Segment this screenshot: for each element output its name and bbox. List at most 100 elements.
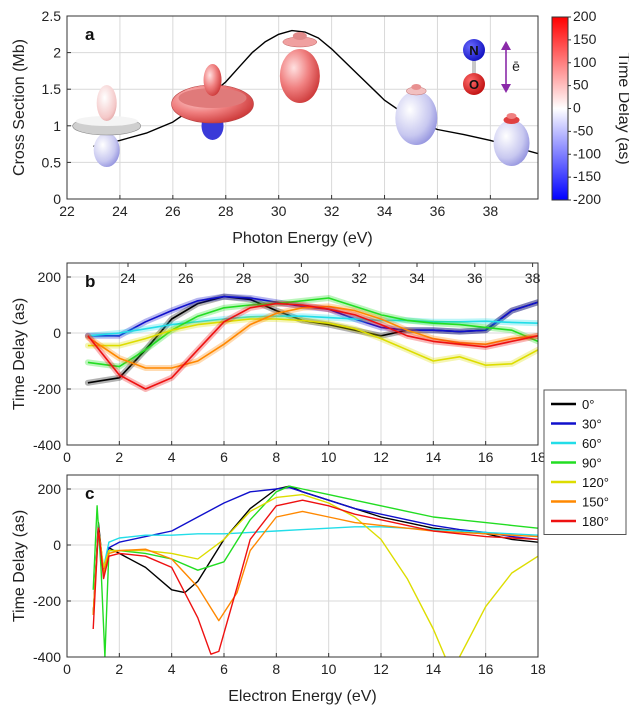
arrow-head-down [501,84,511,93]
series-line-90deg [87,297,538,368]
colorbar-tick-label: 150 [573,31,597,47]
shape-ring-top [178,88,247,108]
legend: 0° 30° 60° 90° 120° 150° 180° [543,389,627,535]
shape-lobe-top [203,64,222,96]
top-tick-label: 34 [409,270,425,286]
x-tick-label: 4 [168,449,176,465]
panel-label: a [85,25,95,44]
shape-cap [292,32,307,40]
x-tick-label: 36 [430,203,446,219]
y-tick-label: 1 [53,118,61,134]
x-tick-label: 22 [59,203,75,219]
x-tick-label: 16 [478,449,494,465]
legend-label: 0° [582,397,594,412]
panel-a: 22 24 26 28 30 32 34 36 38 0 0.5 1 1.5 2 2.5 Photon Ene… [11,8,629,247]
y-tick-label: 2 [53,45,61,61]
field-label: ē [512,58,520,74]
series-line-90deg [92,485,538,657]
atom-n [463,39,485,61]
colorbar-tick-label: -50 [573,122,593,138]
x-tick-label: 14 [426,661,442,677]
x-tick-label: 6 [220,661,228,677]
plot-frame [66,15,539,200]
x-tick-label: 4 [168,661,176,677]
y-tick-label: -400 [33,437,61,453]
x-tick-label: 26 [165,203,181,219]
series-line-60deg [92,526,538,616]
colorbar-label: Time Delay (as) [615,52,629,164]
x-tick-label: 6 [220,449,228,465]
x-tick-label: 12 [373,661,389,677]
y-tick-label: 0 [53,537,61,553]
x-axis-label: Photon Energy (eV) [232,230,373,247]
y-tick-label: 200 [38,481,62,497]
x-tick-label: 2 [115,449,123,465]
series-group [92,485,538,657]
y-tick-label: 0 [53,191,61,207]
series-line-180deg [92,499,538,655]
colorbar-tick-label: -150 [573,168,601,184]
legend-label: 30° [582,417,602,432]
series-line-60deg [87,315,538,337]
y-tick-label: -400 [33,649,61,665]
y-axis-label: Time Delay (as) [11,510,28,622]
y-axis-label: Cross Section (Mb) [11,39,28,176]
x-tick-label: 8 [272,661,280,677]
y-tick-label: -200 [33,381,61,397]
legend-label: 60° [582,436,602,451]
x-tick-label: 14 [426,449,442,465]
molecule-icon: N Oē [463,39,520,95]
shape-lobe-top [96,85,117,121]
colorbar-tick-label: -100 [573,145,601,161]
x-tick-label: 10 [321,661,337,677]
shape-lobe [279,49,320,103]
y-tick-label: 200 [38,269,62,285]
arrow-head-up [501,41,511,50]
top-tick-label: 32 [351,270,367,286]
top-tick-label: 26 [178,270,194,286]
atom-o-label: O [469,77,479,92]
legend-label: 150° [582,495,609,510]
x-tick-label: 18 [530,449,546,465]
x-tick-label: 8 [272,449,280,465]
x-tick-label: 10 [321,449,337,465]
atom-n-label: N [469,43,478,58]
x-tick-label: 18 [530,661,546,677]
y-tick-label: 2.5 [42,8,62,24]
colorbar: 200 150 100 50 0 -50 -100 -150 -200 Time Delay (a… [551,8,629,207]
y-tick-label: 0 [53,325,61,341]
plot-area [67,263,538,445]
colorbar-tick-label: 0 [573,100,581,116]
x-tick-label: 28 [218,203,234,219]
legend-label: 90° [582,456,602,471]
plot-frame [66,474,539,658]
x-axis-label: Electron Energy (eV) [228,688,377,705]
series-line-180deg [87,302,538,390]
x-tick-label: 34 [377,203,393,219]
top-tick-label: 30 [294,270,310,286]
panel-label: b [85,272,95,291]
shape-lobe-bottom [93,133,120,167]
series-group [84,293,538,392]
x-tick-label: 2 [115,661,123,677]
x-tick-label: 30 [271,203,287,219]
y-tick-label: -200 [33,593,61,609]
top-tick-label: 24 [120,270,136,286]
colorbar-gradient [551,16,569,201]
x-tick-label: 12 [373,449,389,465]
x-tick-label: 16 [478,661,494,677]
y-axis-label: Time Delay (as) [11,298,28,410]
x-tick-label: 0 [63,661,71,677]
legend-label: 120° [582,475,609,490]
x-tick-label: 32 [324,203,340,219]
shape-lobe [493,120,530,166]
top-tick-label: 38 [525,270,541,286]
plot-area [67,475,538,657]
y-tick-label: 0.5 [42,154,62,170]
shape-cap [506,113,517,119]
shape-lobe [395,91,438,145]
series-line-120deg [92,493,538,657]
shape-ring [503,116,520,124]
